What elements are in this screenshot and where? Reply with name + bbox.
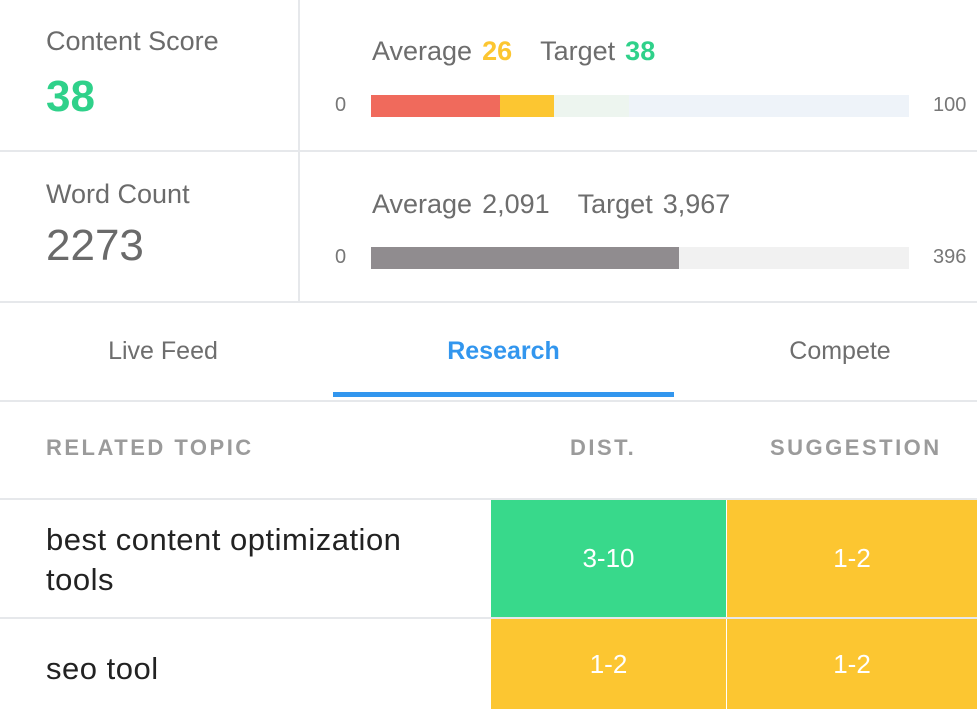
- word-count-label: Word Count: [46, 179, 190, 209]
- tab-bar: Live Feed Research Compete: [0, 302, 977, 402]
- tab-live-feed[interactable]: Live Feed: [108, 336, 218, 365]
- word-count-panel: Word Count 2273 Average 2,091 Target 3,967 …: [0, 151, 977, 303]
- score-axis-max: 100: [933, 94, 967, 116]
- table-header: RELATED TOPIC DIST. SUGGESTION: [0, 400, 977, 500]
- content-score-comparison: Average 26 Target 38: [372, 36, 655, 67]
- column-header-related-topic[interactable]: RELATED TOPIC: [46, 435, 254, 460]
- target-label: Target: [577, 189, 653, 219]
- word-count-value: 2273: [46, 221, 144, 270]
- target-word-count-value: 3,967: [662, 189, 731, 219]
- average-word-count-value: 2,091: [482, 189, 550, 219]
- column-header-suggestion[interactable]: SUGGESTION: [770, 435, 942, 460]
- suggestion-cell: 1-2: [727, 500, 977, 617]
- tab-research[interactable]: Research: [447, 336, 560, 365]
- table-row[interactable]: seo tool 1-2 1-2: [0, 619, 977, 709]
- score-axis-min: 0: [335, 94, 347, 116]
- word-count-comparison: Average 2,091 Target 3,967: [372, 189, 730, 220]
- dist-cell: 3-10: [491, 500, 726, 617]
- content-score-bar: [371, 95, 909, 117]
- tab-compete[interactable]: Compete: [789, 336, 891, 365]
- target-label: Target: [540, 36, 616, 66]
- related-topic-text: seo tool: [46, 651, 159, 686]
- score-segment: [371, 95, 501, 117]
- suggestion-cell: 1-2: [727, 619, 977, 709]
- word-count-bar: [371, 247, 909, 269]
- content-score-panel: Content Score 38 Average 26 Target 38 0 100: [0, 0, 977, 152]
- table-row[interactable]: best content optimization tools 3-10 1-2: [0, 500, 977, 619]
- content-score-label: Content Score: [46, 26, 219, 56]
- active-tab-indicator: [333, 392, 674, 397]
- word-count-fill: [371, 247, 680, 269]
- average-score-value: 26: [482, 36, 513, 66]
- word-count-axis-min: 0: [335, 246, 347, 268]
- dist-cell: 1-2: [491, 619, 726, 709]
- content-score-value: 38: [46, 72, 95, 121]
- word-count-axis-max: 396: [933, 246, 967, 268]
- average-label: Average: [372, 36, 473, 66]
- target-score-value: 38: [625, 36, 656, 66]
- column-header-dist[interactable]: DIST.: [570, 435, 637, 460]
- average-label: Average: [372, 189, 473, 219]
- related-topic-text: best content optimization tools: [46, 522, 402, 597]
